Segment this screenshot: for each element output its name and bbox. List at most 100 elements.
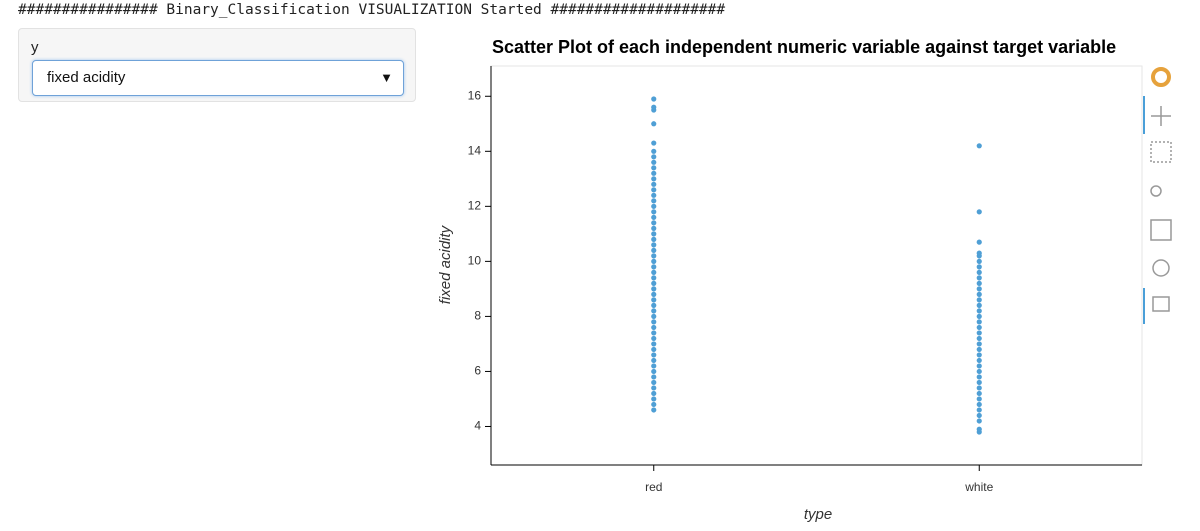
point (651, 121, 657, 127)
point (651, 176, 657, 182)
point (976, 291, 982, 297)
hover-tool[interactable] (1152, 296, 1170, 312)
log-line: ################ Binary_Classification V… (18, 2, 726, 18)
point (651, 214, 657, 220)
reset-tool[interactable] (1152, 259, 1170, 277)
y-tick-label: 6 (474, 364, 481, 378)
y-tick-label: 14 (468, 143, 482, 157)
widget-panel: y fixed acidity ▼ (18, 28, 416, 102)
select-arrow: ▼ (380, 70, 393, 85)
plot-frame (490, 65, 1143, 466)
point (976, 209, 982, 215)
point (976, 143, 982, 149)
point (651, 379, 657, 386)
point (651, 297, 657, 303)
select-value: fixed acidity (47, 69, 126, 86)
point (651, 286, 657, 292)
point (976, 426, 982, 432)
logo (1151, 67, 1171, 87)
point (651, 396, 657, 402)
point (651, 335, 657, 342)
point (651, 253, 657, 259)
point (976, 239, 982, 245)
point (651, 220, 657, 226)
point (651, 390, 657, 397)
y-tick-label: 12 (468, 199, 482, 213)
point (651, 264, 657, 270)
widget-label: y (31, 39, 39, 56)
point (651, 291, 657, 297)
chart-title: Scatter Plot of each independent numeric… (492, 37, 1116, 57)
point (976, 302, 982, 308)
x-axis-label: type (804, 506, 832, 523)
point (976, 341, 982, 347)
point (651, 302, 657, 308)
point (651, 330, 657, 336)
point (976, 379, 982, 386)
point (976, 308, 982, 314)
point (651, 104, 657, 110)
point (976, 319, 982, 325)
x-tick-label: red (645, 480, 662, 494)
point (651, 247, 657, 253)
point (651, 401, 657, 408)
toolbar (1143, 67, 1172, 324)
point (651, 269, 657, 275)
pan-tool[interactable] (1151, 106, 1171, 126)
y-tick-label: 4 (474, 419, 481, 433)
point (651, 231, 657, 237)
select[interactable]: fixed acidity ▼ (32, 60, 404, 96)
point (976, 280, 982, 286)
point (976, 269, 982, 275)
point (651, 308, 657, 314)
point (651, 187, 657, 193)
box-zoom-tool[interactable] (1150, 141, 1172, 163)
point (651, 203, 657, 209)
point (651, 198, 657, 204)
point (651, 209, 657, 215)
point (651, 242, 657, 248)
point (976, 324, 982, 331)
point (651, 258, 657, 264)
point (976, 401, 982, 408)
point (976, 330, 982, 336)
point (651, 407, 657, 413)
point (651, 363, 657, 369)
save-tool[interactable] (1150, 219, 1172, 241)
point (976, 352, 982, 358)
x-tick-label: white (964, 480, 993, 494)
point (651, 324, 657, 331)
point (976, 258, 982, 264)
point (651, 341, 657, 347)
point (651, 275, 657, 281)
point (651, 346, 657, 353)
point (651, 159, 657, 165)
point (976, 313, 982, 320)
wheel-zoom-tool[interactable] (1150, 185, 1162, 197)
point (651, 236, 657, 242)
point (976, 250, 982, 256)
point (651, 148, 657, 154)
point (651, 181, 657, 187)
point (651, 165, 657, 171)
point (651, 368, 657, 375)
point (976, 363, 982, 369)
y-tick-label: 10 (468, 254, 482, 268)
point (651, 352, 657, 358)
point (651, 385, 657, 391)
point (976, 418, 982, 424)
point (651, 319, 657, 325)
point (651, 96, 657, 102)
point (651, 225, 657, 231)
point (976, 346, 982, 353)
point (651, 374, 657, 380)
point (976, 407, 982, 413)
point (976, 297, 982, 303)
point (976, 368, 982, 375)
point (976, 385, 982, 391)
point (976, 264, 982, 270)
point (976, 357, 982, 364)
point (651, 154, 657, 160)
